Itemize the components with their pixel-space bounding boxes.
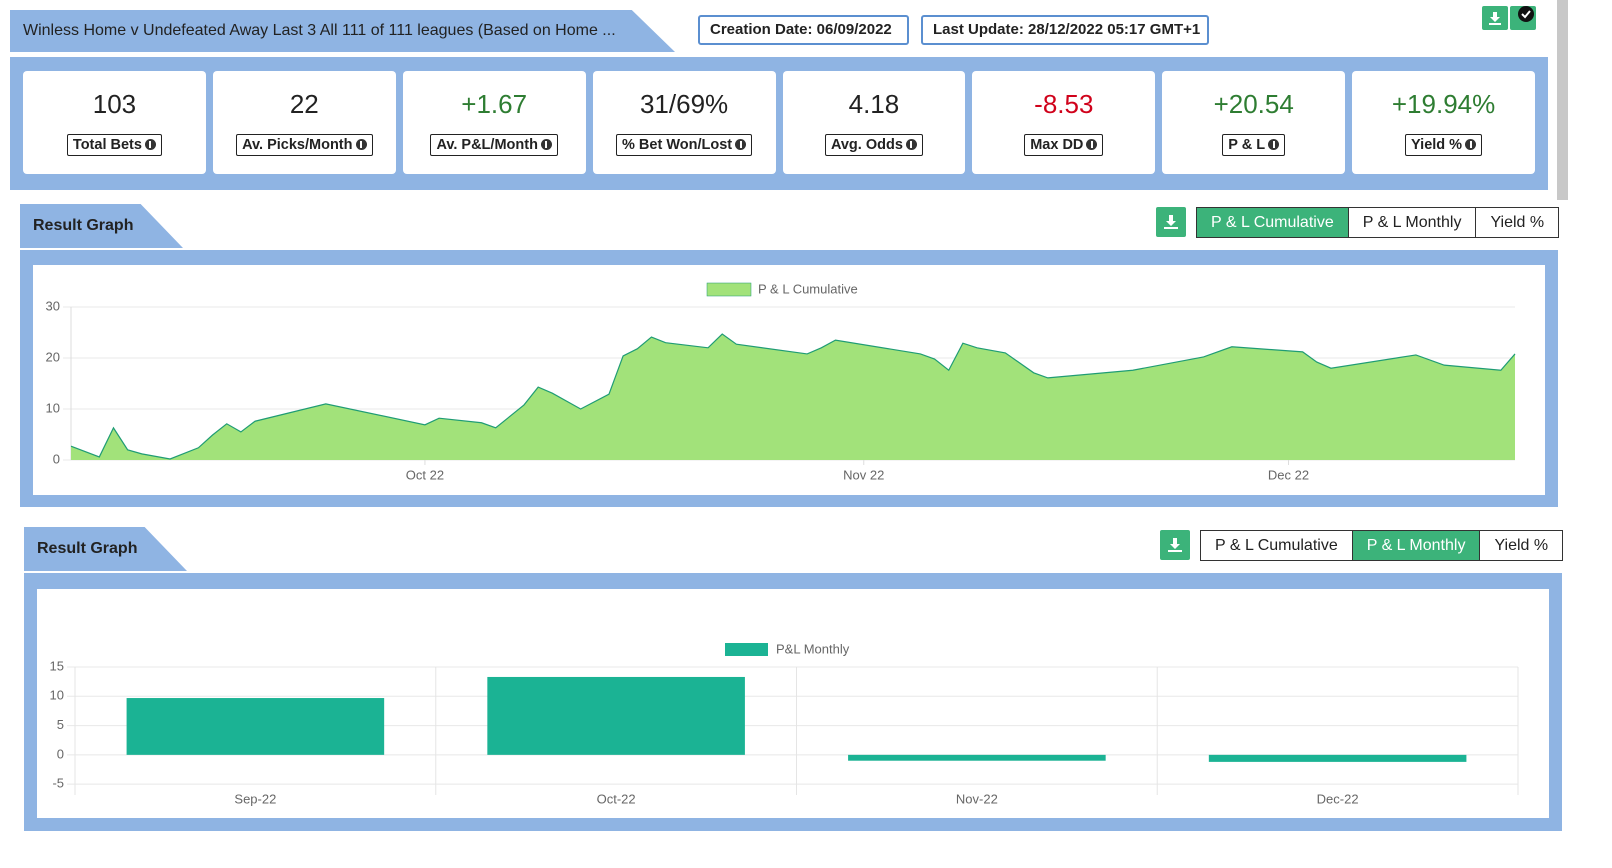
stat-card: +1.67 Av. P&L/Month (402, 71, 586, 174)
stat-label-text: Av. Picks/Month (242, 137, 353, 153)
info-icon (355, 139, 367, 150)
stat-value: -8.53 (1034, 89, 1094, 119)
chart-area (33, 265, 1545, 495)
stat-label: Av. P&L/Month (430, 134, 558, 156)
stat-card: 22 Av. Picks/Month (212, 71, 396, 174)
stat-label-text: Max DD (1030, 137, 1084, 153)
stat-label: Avg. Odds (824, 134, 923, 156)
stat-label-wrap: Yield % (1352, 121, 1535, 156)
info-icon (1268, 139, 1280, 150)
stat-label-wrap: P & L (1162, 121, 1345, 156)
tab[interactable]: P & L Monthly (1347, 208, 1476, 237)
stat-value: +20.54 (1213, 89, 1294, 119)
stat-label-wrap: Av. Picks/Month (213, 121, 396, 156)
stat-label-text: P & L (1228, 137, 1266, 153)
stat-label-text: Yield % (1411, 137, 1463, 153)
stat-value: 22 (289, 89, 319, 119)
download-button[interactable] (1482, 6, 1508, 30)
stat-card: -8.53 Max DD (972, 71, 1156, 174)
stat-value: +19.94% (1391, 89, 1496, 119)
stat-label: Av. Picks/Month (236, 134, 373, 156)
tab[interactable]: Yield % (1475, 208, 1558, 237)
download-icon (1168, 538, 1182, 552)
save-button[interactable] (1510, 6, 1536, 30)
tab-group: P & L Cumulative P & L Monthly Yield % (1196, 207, 1560, 238)
stat-label-wrap: Avg. Odds (783, 121, 966, 156)
download-icon (1489, 12, 1501, 25)
download-button[interactable] (1156, 207, 1186, 237)
stat-label: Total Bets (66, 134, 162, 156)
tab[interactable]: P & L Cumulative (1197, 208, 1348, 237)
section-title: Result Graph (24, 527, 187, 571)
stat-label-wrap: Total Bets (23, 121, 206, 156)
header-title: Winless Home v Undefeated Away Last 3 Al… (10, 10, 675, 52)
stat-label: % Bet Won/Lost (616, 134, 753, 156)
stat-label-text: Avg. Odds (830, 137, 903, 153)
tab-group: P & L Cumulative P & L Monthly Yield % (1200, 530, 1564, 561)
stat-value: +1.67 (461, 89, 528, 119)
stat-card: 31/69% % Bet Won/Lost (592, 71, 776, 174)
stat-label-text: % Bet Won/Lost (622, 137, 733, 153)
stat-card: 4.18 Avg. Odds (782, 71, 966, 174)
info-icon (144, 139, 156, 150)
tab[interactable]: P & L Monthly (1351, 531, 1480, 560)
info-icon (905, 139, 917, 150)
tab[interactable]: Yield % (1479, 531, 1562, 560)
info-icon (735, 139, 747, 150)
last-update: Last Update: 28/12/2022 05:17 GMT+1 (921, 15, 1209, 45)
info-icon (540, 139, 552, 150)
scrollbar[interactable] (1557, 0, 1568, 200)
stat-label: Yield % (1405, 134, 1483, 156)
info-icon (1086, 139, 1098, 150)
stat-value: 4.18 (848, 89, 900, 119)
stat-value: 103 (92, 89, 137, 119)
stats-panel: 103 Total Bets 22 Av. Picks/Month +1.67 Av. P… (10, 57, 1548, 190)
stat-card: +19.94% Yield % (1352, 71, 1535, 174)
check-icon (1518, 6, 1534, 22)
stat-card: +20.54 P & L (1162, 71, 1346, 174)
tab[interactable]: P & L Cumulative (1215, 537, 1338, 554)
stat-label-text: Av. P&L/Month (436, 137, 538, 153)
stat-value: 31/69% (639, 89, 729, 119)
stat-label-text: Total Bets (72, 137, 142, 153)
stat-label: Max DD (1024, 134, 1104, 156)
creation-date: Creation Date: 06/09/2022 (698, 15, 909, 45)
stat-card: 103 Total Bets (23, 71, 206, 174)
stat-label-wrap: Av. P&L/Month (403, 121, 586, 156)
download-icon (1164, 215, 1178, 229)
stat-label: P & L (1222, 134, 1286, 156)
info-icon (1465, 139, 1477, 150)
stat-label-wrap: % Bet Won/Lost (593, 121, 776, 156)
download-button[interactable] (1160, 530, 1190, 560)
stat-label-wrap: Max DD (972, 121, 1155, 156)
section-title: Result Graph (20, 204, 183, 248)
chart-area (37, 589, 1549, 818)
